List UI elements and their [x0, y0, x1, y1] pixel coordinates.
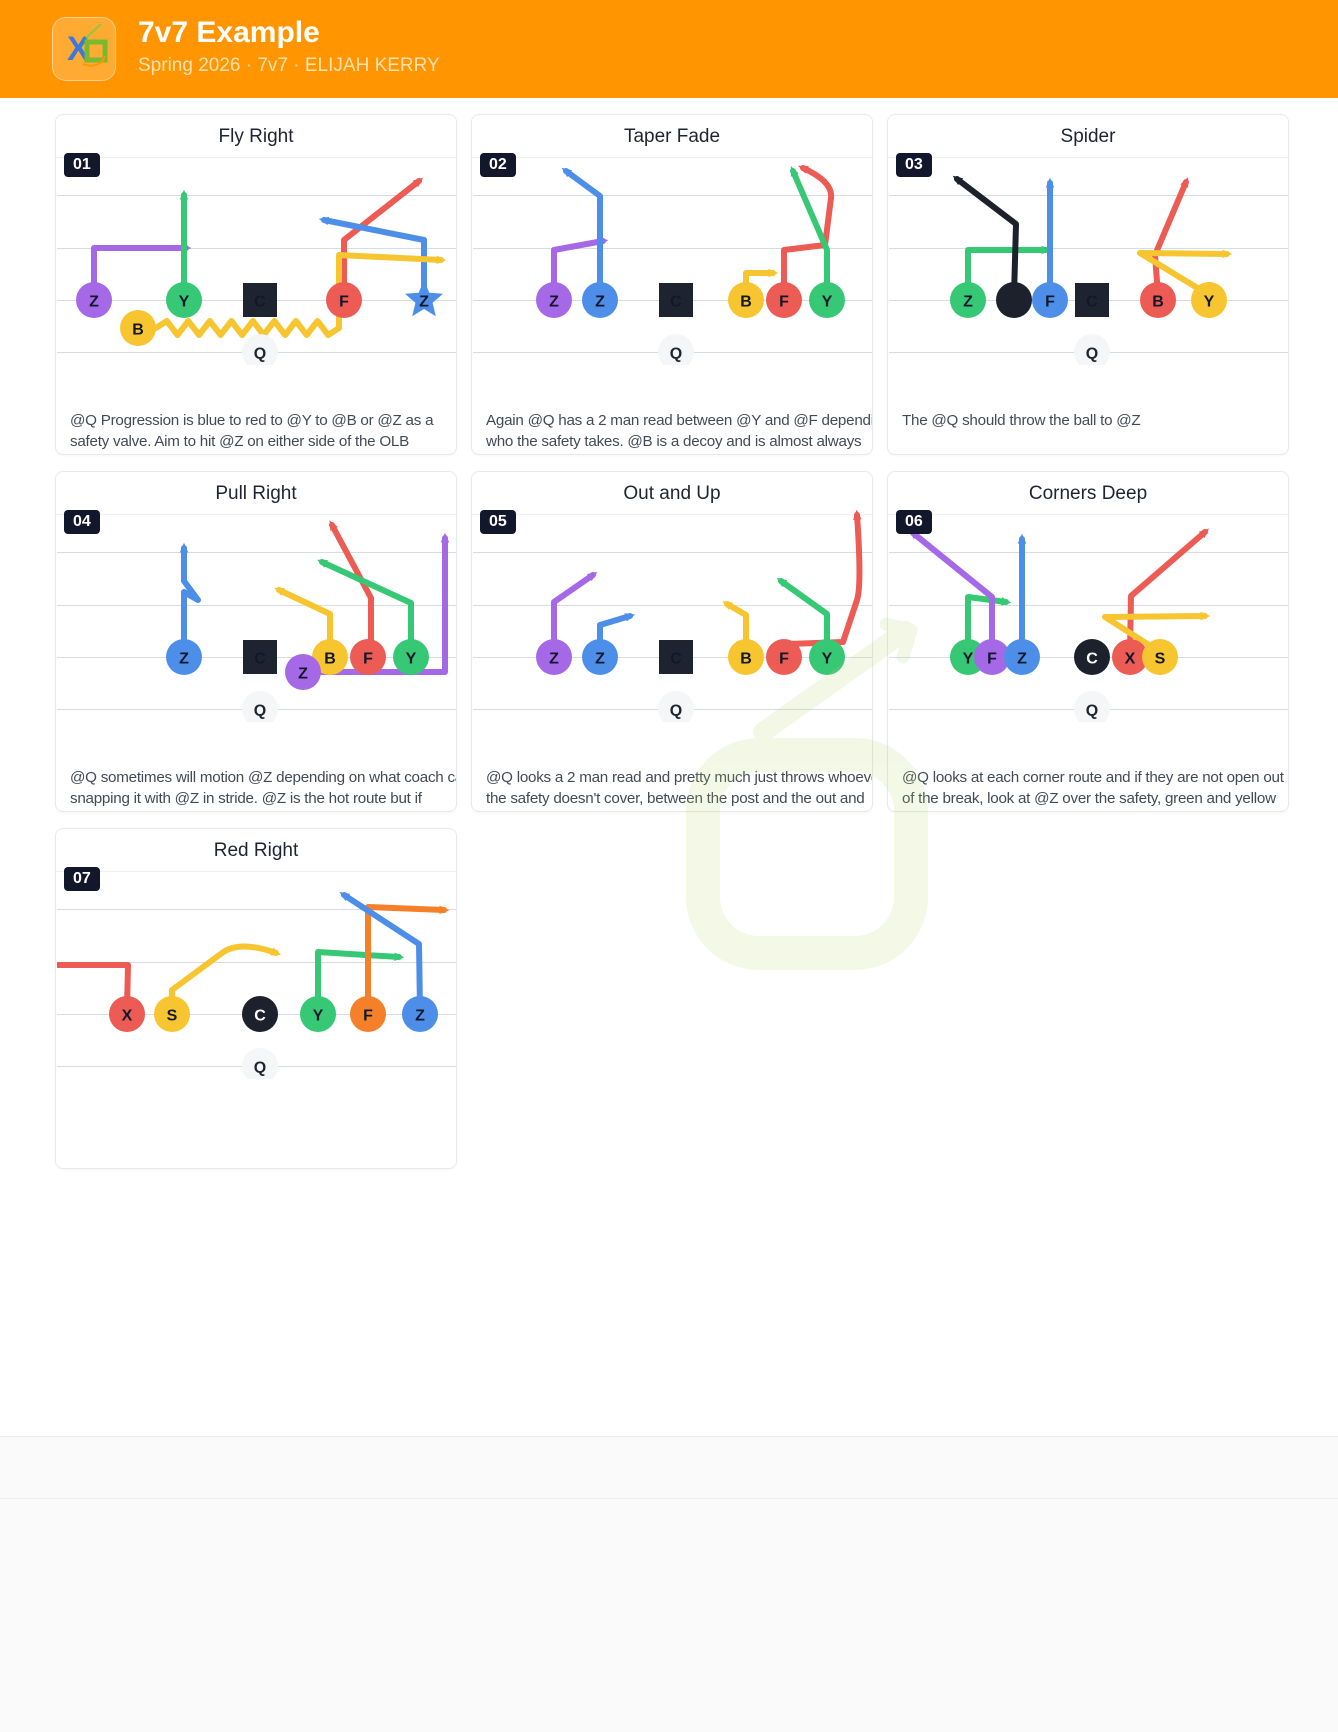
svg-text:Z: Z — [1017, 651, 1027, 668]
svg-text:F: F — [1045, 294, 1055, 311]
svg-text:Z: Z — [89, 294, 99, 311]
svg-text:Q: Q — [670, 703, 682, 720]
svg-text:S: S — [1155, 651, 1166, 668]
svg-text:S: S — [167, 1008, 178, 1025]
svg-text:C: C — [254, 294, 266, 311]
svg-text:F: F — [363, 651, 373, 668]
svg-text:B: B — [1152, 294, 1164, 311]
svg-text:Q: Q — [1086, 703, 1098, 720]
svg-text:C: C — [670, 294, 682, 311]
svg-text:Q: Q — [254, 703, 266, 720]
svg-text:C: C — [1086, 294, 1098, 311]
svg-text:Y: Y — [1204, 294, 1215, 311]
svg-text:B: B — [324, 651, 336, 668]
svg-text:C: C — [670, 651, 682, 668]
svg-text:Z: Z — [419, 294, 429, 311]
svg-text:C: C — [1086, 651, 1098, 668]
svg-text:Z: Z — [298, 666, 308, 683]
svg-text:Y: Y — [406, 651, 417, 668]
svg-text:B: B — [740, 651, 752, 668]
svg-text:F: F — [779, 294, 789, 311]
svg-text:F: F — [779, 651, 789, 668]
svg-text:Y: Y — [822, 294, 833, 311]
svg-text:Z: Z — [179, 651, 189, 668]
svg-text:Q: Q — [254, 1060, 266, 1077]
svg-text:Z: Z — [415, 1008, 425, 1025]
svg-text:X: X — [122, 1008, 133, 1025]
svg-text:Y: Y — [822, 651, 833, 668]
svg-text:Q: Q — [254, 346, 266, 363]
svg-text:X: X — [1125, 651, 1136, 668]
svg-text:Q: Q — [670, 346, 682, 363]
svg-text:Z: Z — [595, 294, 605, 311]
svg-text:Z: Z — [549, 294, 559, 311]
svg-text:F: F — [339, 294, 349, 311]
svg-text:C: C — [254, 651, 266, 668]
svg-text:Q: Q — [1086, 346, 1098, 363]
svg-text:Z: Z — [549, 651, 559, 668]
svg-text:F: F — [987, 651, 997, 668]
svg-text:B: B — [740, 294, 752, 311]
svg-text:Y: Y — [179, 294, 190, 311]
svg-text:B: B — [132, 322, 144, 339]
svg-text:Z: Z — [963, 294, 973, 311]
svg-text:Y: Y — [963, 651, 974, 668]
svg-text:F: F — [363, 1008, 373, 1025]
svg-text:Y: Y — [313, 1008, 324, 1025]
svg-text:C: C — [254, 1008, 266, 1025]
svg-text:Z: Z — [595, 651, 605, 668]
